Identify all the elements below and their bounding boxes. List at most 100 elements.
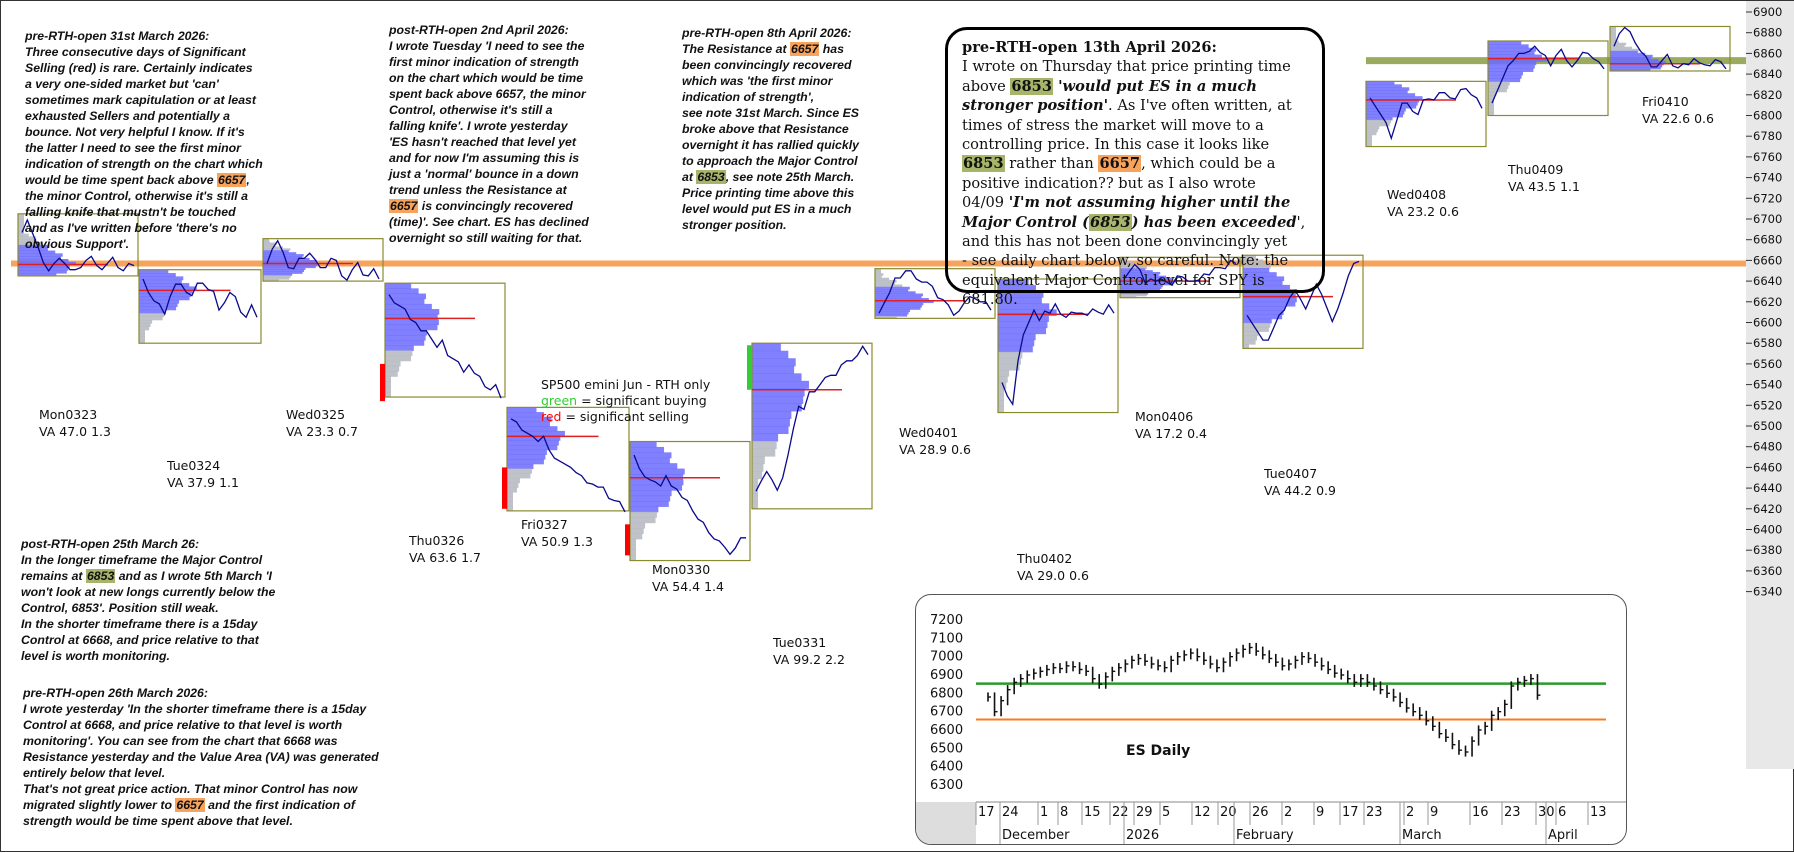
daily-x-tick-label: 17 [1342,805,1359,820]
session-va: VA 43.5 1.1 [1508,179,1580,194]
profile-bar [752,403,802,412]
session-Tue0407 [1242,254,1364,349]
profile-bar [507,416,552,422]
profile-bar [1120,273,1159,277]
profile-bar [998,321,1048,329]
session-Wed0408 [1365,80,1487,148]
profile-bar [1610,58,1659,62]
note-line: post-RTH-open 25th March 26: [21,536,275,552]
profile-bar [630,501,669,507]
note-text: and as I wrote 5th March 'I [115,569,272,583]
profile-bar [1488,44,1529,49]
profile-bar [1488,78,1521,83]
level-6657-line [11,260,1746,267]
session-box [506,406,630,512]
note-text: , see note 25th March. [725,170,855,184]
note-line: level would put ES in a much [682,201,859,217]
note-text: see note 31st March. Since ES [682,106,860,120]
profile-bar [1243,263,1271,269]
note-31-march: pre-RTH-open 31st March 2026: Three conse… [25,28,263,252]
profile-bar [1366,116,1393,121]
note-line: pre-RTH-open 31st March 2026: [25,28,263,44]
session-box [384,282,506,398]
profile-bar [139,319,153,324]
session-va: VA 54.4 1.4 [652,579,724,594]
profile-bar [507,496,513,502]
profile-bar [998,394,1004,401]
profile-bar [752,395,804,404]
daily-x-tick-label: 2 [1284,805,1292,820]
profile-bar [1610,44,1625,48]
profile-bar [18,227,24,232]
note-text: and the first indication of [204,798,356,812]
profile-bar [1610,40,1619,44]
session-box [1242,254,1364,349]
profile-bar [1488,74,1522,79]
note-text: first minor indication of strength [389,55,579,69]
note-line: just a 'normal' bounce in a down [389,166,589,182]
note-text: . As I've often written, at [1108,97,1292,115]
session-box [1365,80,1487,148]
daily-x-tick-label: 2 [1406,805,1414,820]
note-text: pre-RTH-open 8th April 2026: [682,26,852,40]
profile-bar [1366,108,1406,112]
note-line: entirely below that level. [23,765,379,781]
note-line: indication of strength', [682,89,859,105]
daily-y-tick: 7200 [930,613,963,628]
note-line: stronger position'. As I've often writte… [962,96,1322,115]
note-line: falling knife'. I wrote yesterday [389,118,589,134]
session-date: Wed0408 [1387,187,1447,202]
profile-bar [263,242,278,245]
profile-bar [1120,259,1127,262]
note-text: 681.80. [962,291,1018,309]
profile-bar [1120,282,1174,286]
profile-bar [752,343,781,352]
profile-bar [385,309,440,315]
price-path [510,418,626,513]
session-box [997,278,1119,414]
profile-bar [139,289,193,294]
note-line: 681.80. [962,290,1322,309]
profile-bar [385,324,438,331]
session-Tue0331 [751,342,873,510]
daily-month-label: December [1002,828,1070,843]
profile-bar [18,239,35,243]
session-date: Fri0327 [521,517,568,532]
profile-bar [875,279,897,283]
legend-title: SP500 emini Jun - RTH only [541,377,711,392]
sessions-layer [17,25,1731,562]
note-line: pre-RTH-open 26th March 2026: [23,685,379,701]
note-line: I wrote Tuesday 'I need to see the [389,38,589,54]
note-text: which was 'the first minor [682,74,833,88]
profile-bar [1366,87,1410,91]
profile-bar [385,293,427,300]
level-highlight: 6657 [1098,155,1142,173]
session-box [1119,256,1241,299]
daily-x-tick-label: 12 [1194,805,1211,820]
note-text: would be time spent back above [25,173,218,187]
note-line: monitoring'. You can see from the chart … [23,733,379,749]
note-text: monitoring'. You can see from the chart … [23,734,338,748]
profile-bar [263,259,317,263]
price-tick-label: 6780 [1753,129,1782,143]
profile-bar [385,319,439,326]
note-text: trend unless the Resistance at [389,183,567,197]
note-text: , [246,173,250,187]
note-text: stronger position' [962,97,1109,115]
daily-month-label: March [1402,828,1442,843]
note-line: In the longer timeframe the Major Contro… [21,552,275,568]
price-path [1123,259,1237,287]
note-text: ', [1296,213,1306,231]
note-text: stronger position. [682,218,787,232]
note-line: The Resistance at 6657 has [682,41,859,57]
profile-bar [507,468,532,474]
profile-bar [752,486,758,495]
profile-bar [1488,81,1510,86]
profile-bar [998,363,1020,371]
profile-bar [875,295,922,299]
profile-bar [18,230,24,235]
session-box [1609,25,1731,72]
note-text: is convincingly recovered [418,199,573,213]
note-line: overnight so still waiting for that. [389,230,589,246]
profile-bar [1610,38,1616,42]
